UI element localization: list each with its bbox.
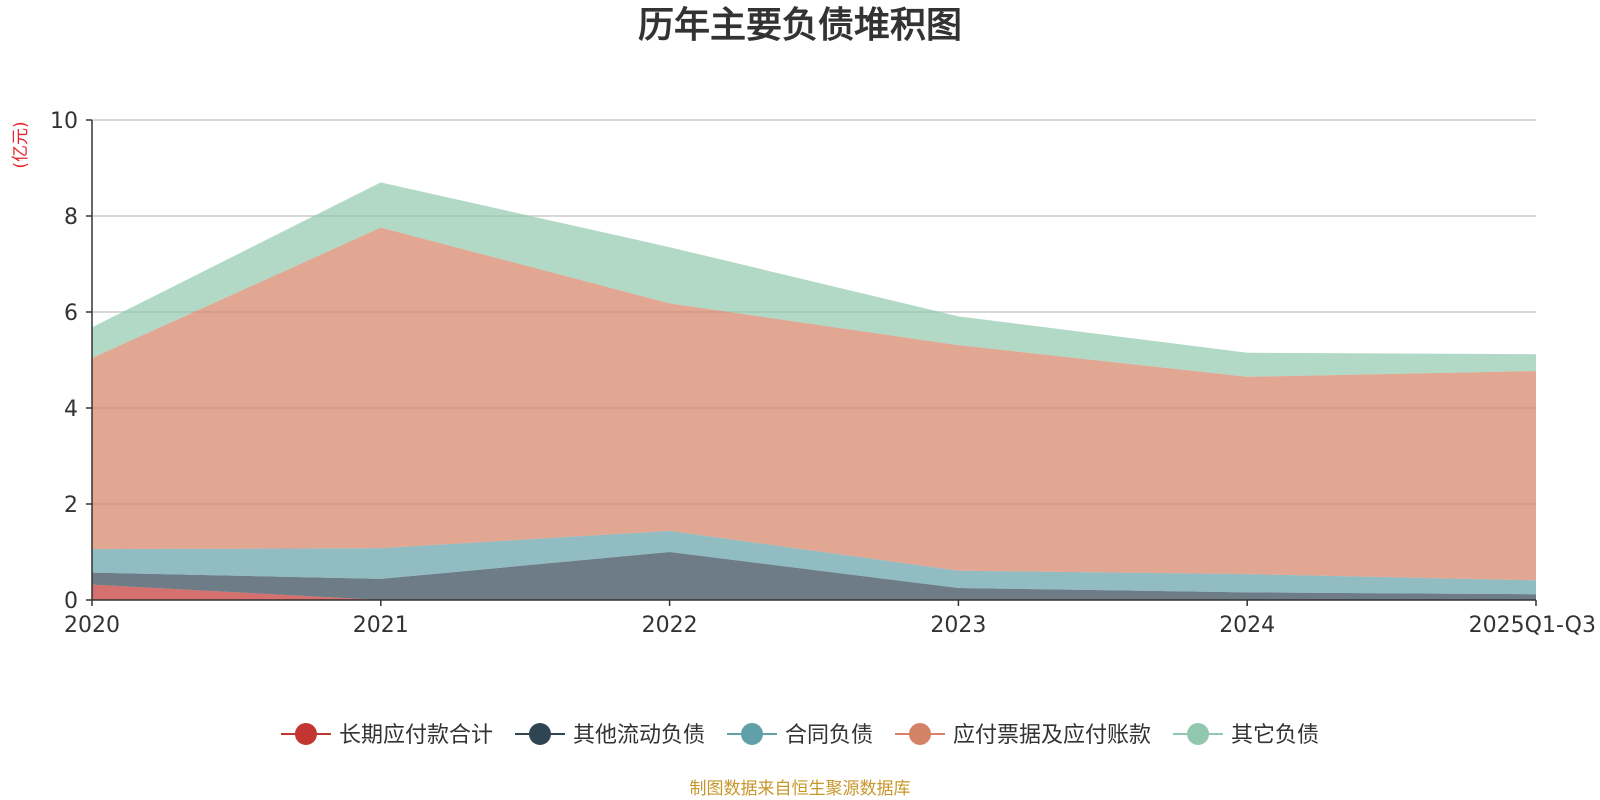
y-tick-label: 8: [64, 205, 78, 230]
x-tick-label: 2025Q1-Q3: [1469, 613, 1596, 638]
x-tick-label: 2021: [353, 613, 409, 638]
y-tick-label: 0: [64, 589, 78, 614]
legend-item[interactable]: 长期应付款合计: [280, 723, 493, 748]
y-tick-label: 2: [64, 493, 78, 518]
x-tick-label: 2022: [642, 613, 698, 638]
legend-label: 长期应付款合计: [339, 723, 493, 748]
legend-marker: [909, 723, 932, 745]
legend-marker: [1187, 723, 1210, 745]
legend-marker: [294, 723, 317, 745]
area-series-group: [92, 182, 1536, 600]
area-series-3: [92, 227, 1536, 581]
legend-label: 其它负债: [1231, 723, 1319, 748]
legend-label: 合同负债: [785, 723, 873, 748]
legend-item[interactable]: 合同负债: [726, 723, 873, 748]
x-tick-label: 2020: [64, 613, 120, 638]
legend-item[interactable]: 其它负债: [1173, 723, 1319, 748]
legend-item[interactable]: 其他流动负债: [514, 723, 705, 748]
legend-label: 其他流动负债: [573, 723, 705, 748]
area-series-1: [92, 552, 1536, 600]
legend-marker: [740, 723, 763, 745]
axes: 0 2 4 6 8 10 2020 2021 2022 2023 2024 2025Q1-Q3: [50, 109, 1596, 638]
y-tick-label: 10: [50, 109, 78, 134]
chart-title: 历年主要负债堆积图: [638, 5, 962, 46]
legend-item[interactable]: 应付票据及应付账款: [895, 723, 1151, 748]
x-tick-label: 2023: [930, 613, 986, 638]
legend-marker: [528, 723, 551, 745]
area-series-0: [92, 584, 1536, 600]
legend-label: 应付票据及应付账款: [953, 723, 1151, 748]
y-axis-unit: (亿元): [11, 121, 31, 168]
area-series-4: [92, 182, 1536, 377]
legend[interactable]: 长期应付款合计 其他流动负债 合同负债 应付票据及应付账款 其它负债: [280, 723, 1319, 748]
area-series-2: [92, 530, 1536, 595]
y-tick-label: 6: [64, 301, 78, 326]
y-tick-label: 4: [64, 397, 78, 422]
x-tick-label: 2024: [1219, 613, 1275, 638]
data-source-note: 制图数据来自恒生聚源数据库: [690, 779, 911, 799]
